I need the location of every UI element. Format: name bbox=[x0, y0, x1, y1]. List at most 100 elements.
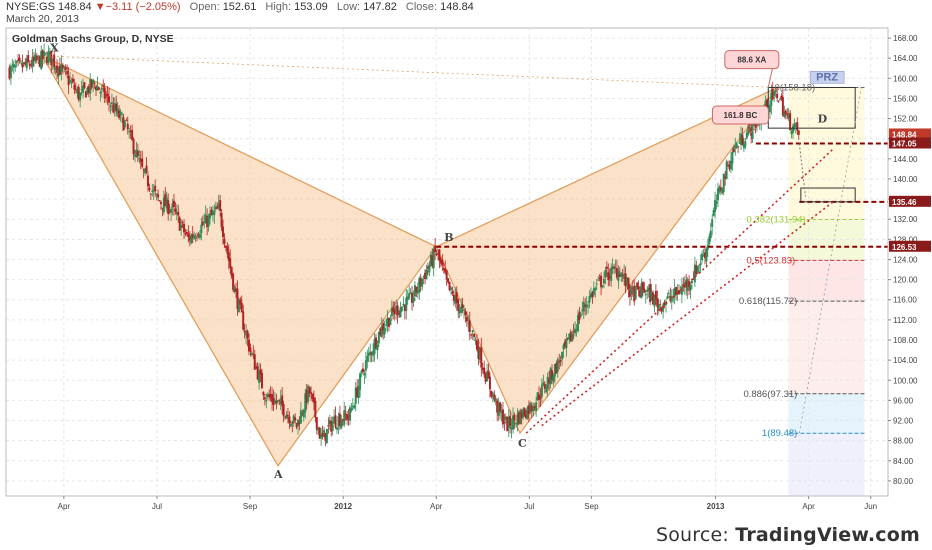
source-prefix: Source: bbox=[655, 524, 736, 546]
callout-pointer bbox=[767, 66, 774, 88]
candle-body bbox=[382, 323, 385, 331]
candle-body bbox=[416, 289, 419, 294]
candle-body bbox=[794, 123, 797, 126]
candle-body bbox=[170, 208, 173, 213]
candle-body bbox=[151, 190, 154, 192]
candle-body bbox=[523, 408, 526, 416]
candle-body bbox=[263, 397, 266, 400]
candle-body bbox=[310, 392, 313, 394]
candle-body bbox=[741, 135, 744, 145]
candle-body bbox=[475, 340, 478, 350]
candle-body bbox=[89, 79, 92, 94]
candle-body bbox=[797, 130, 800, 135]
candle-body bbox=[507, 416, 510, 429]
candle-body bbox=[58, 65, 61, 75]
candle-body bbox=[734, 145, 737, 149]
candle-body bbox=[44, 52, 47, 54]
candle-body bbox=[649, 284, 652, 302]
open-value: 152.61 bbox=[222, 1, 257, 13]
candle-body bbox=[771, 88, 774, 100]
y-tick-label: 108.00 bbox=[893, 336, 918, 345]
chart-title: Goldman Sachs Group, D, NYSE bbox=[12, 33, 174, 45]
symbol-label: NYSE:GS bbox=[6, 1, 55, 13]
candle-body bbox=[353, 405, 356, 409]
fib-zone bbox=[788, 86, 865, 496]
candle-body bbox=[610, 267, 613, 281]
candle-body bbox=[158, 200, 161, 202]
candle-body bbox=[351, 405, 354, 408]
candle-body bbox=[53, 54, 56, 68]
candle-body bbox=[262, 391, 265, 396]
candle-body bbox=[242, 311, 245, 330]
candle-body bbox=[683, 282, 686, 288]
candle-body bbox=[500, 411, 503, 413]
candle-body bbox=[145, 165, 148, 172]
level-tag-147.05-bg bbox=[889, 137, 931, 149]
candle-body bbox=[214, 206, 217, 210]
candle-body bbox=[269, 393, 272, 398]
candle-body bbox=[203, 221, 206, 224]
fib-zone-0 bbox=[788, 87, 865, 220]
candle-body bbox=[591, 292, 594, 298]
candle-body bbox=[379, 328, 382, 335]
candle-body bbox=[50, 51, 53, 66]
candle-body bbox=[484, 373, 487, 382]
candle-body bbox=[413, 285, 416, 297]
candle-body bbox=[716, 188, 719, 201]
candle-body bbox=[324, 433, 327, 441]
candle-body bbox=[233, 287, 236, 293]
y-tick-label: 156.00 bbox=[893, 94, 918, 103]
callout-box bbox=[711, 105, 769, 125]
candle-body bbox=[685, 280, 688, 288]
candle-body bbox=[372, 351, 375, 356]
candle-body bbox=[487, 370, 490, 379]
candle-body bbox=[334, 415, 337, 428]
candle-body bbox=[102, 85, 105, 87]
candle-body bbox=[486, 371, 489, 382]
candle-body bbox=[204, 214, 207, 224]
candle-body bbox=[79, 92, 82, 101]
candle-body bbox=[207, 215, 210, 227]
candle-body bbox=[12, 63, 15, 68]
candle-body bbox=[435, 254, 438, 255]
candle-body bbox=[452, 294, 455, 302]
candle-body bbox=[488, 376, 491, 390]
candle-body bbox=[239, 299, 242, 305]
fib-label-0: 0(158.18) bbox=[774, 82, 815, 93]
candle-body bbox=[60, 64, 63, 72]
candle-body bbox=[164, 194, 167, 207]
candle-body bbox=[568, 333, 571, 340]
candle-body bbox=[513, 414, 516, 421]
candle-body bbox=[266, 393, 269, 398]
candle-body bbox=[623, 273, 626, 279]
candle-body bbox=[9, 66, 12, 79]
candle-body bbox=[643, 288, 646, 293]
candle-body bbox=[183, 223, 186, 233]
candle-body bbox=[458, 309, 461, 314]
fib-zone-0.5 bbox=[788, 260, 865, 302]
candle-body bbox=[477, 345, 480, 359]
candle-body bbox=[581, 309, 584, 311]
y-tick-label: 116.00 bbox=[893, 296, 917, 305]
candle-body bbox=[631, 287, 634, 289]
candle-body bbox=[177, 212, 180, 216]
candle-body bbox=[408, 293, 411, 299]
candle-body bbox=[230, 266, 233, 277]
candle-body bbox=[43, 51, 46, 57]
candle-body bbox=[198, 233, 201, 238]
candle-body bbox=[265, 399, 268, 402]
candle-body bbox=[115, 103, 118, 112]
candle-body bbox=[724, 176, 727, 179]
candle-body bbox=[744, 141, 747, 147]
candle-body bbox=[325, 428, 328, 444]
candle-body bbox=[126, 123, 129, 130]
candle-body bbox=[161, 207, 164, 209]
candle-body bbox=[71, 78, 74, 83]
candle-body bbox=[770, 92, 773, 106]
candle-body bbox=[84, 91, 87, 98]
open-label: Open: bbox=[189, 1, 220, 13]
candle-body bbox=[585, 304, 588, 308]
candle-body bbox=[692, 278, 695, 280]
